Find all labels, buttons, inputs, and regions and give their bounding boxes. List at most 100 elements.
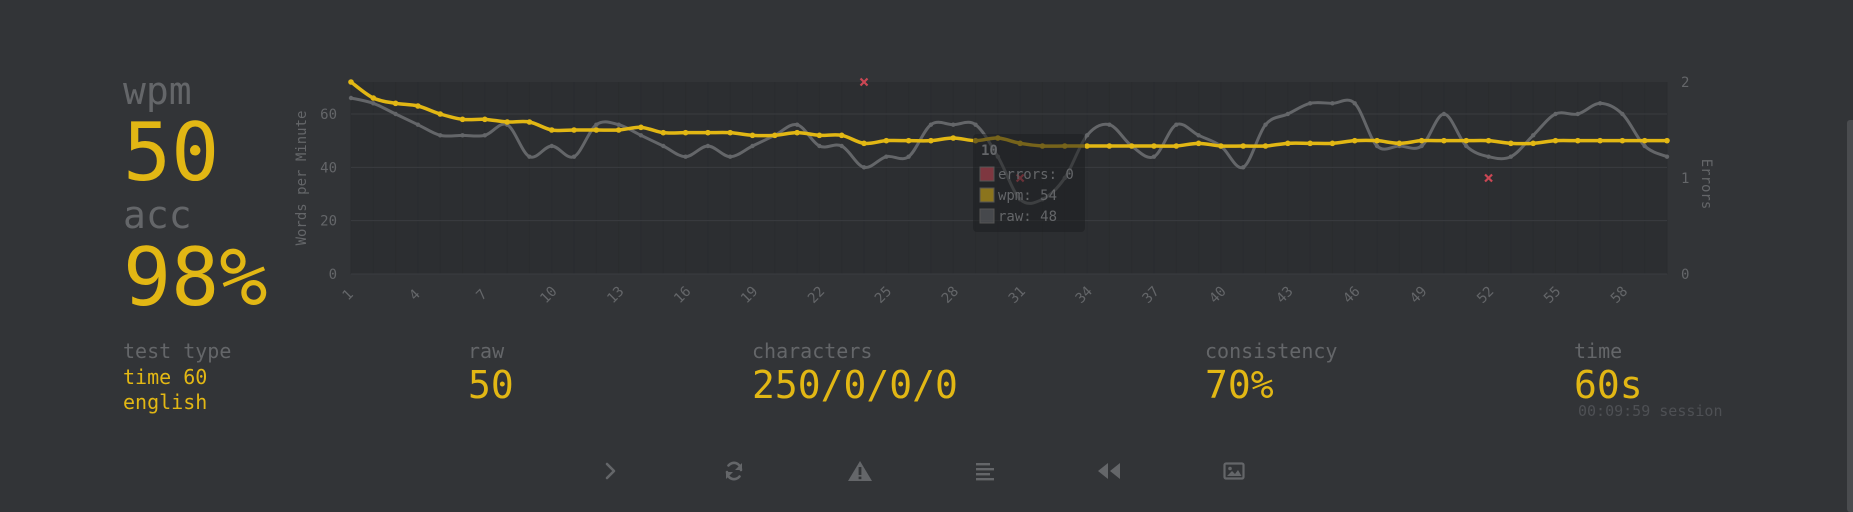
wpm-point [1218,143,1224,149]
wpm-point [794,129,800,136]
consistency-label: consistency [1205,339,1338,363]
raw-point [1196,133,1201,138]
raw-point [527,154,532,159]
x-tick-label: 34 [1073,284,1096,307]
raw-point [705,143,711,149]
raw-point [1107,122,1112,127]
raw-point [1263,122,1268,127]
raw-point [1307,101,1313,106]
time-value: 60s [1574,363,1643,407]
wpm-point [526,119,533,125]
raw-point [794,122,800,127]
x-tick-label: 19 [738,284,761,307]
test-type-language[interactable]: english [123,390,208,414]
wpm-point [1641,137,1648,144]
wpm-point [415,103,421,109]
tooltip-row: wpm: 54 [998,188,1057,204]
wpm-point [660,129,667,136]
x-tick-label: 16 [671,284,694,307]
raw-point [1553,111,1558,117]
raw-point [1330,101,1335,106]
error-marker [859,77,869,87]
wpm-point [727,129,733,136]
x-tick-label: 52 [1474,284,1497,307]
wpm-point [1396,140,1403,147]
raw-point [1530,133,1536,138]
raw-point [1084,133,1090,138]
restart-test-button[interactable] [712,451,756,491]
x-tick-label: 49 [1407,284,1430,307]
raw-point [973,122,978,127]
wpm-point [1307,140,1313,147]
show-words-history-button[interactable] [963,451,1007,491]
y2-tick-label: 0 [1681,267,1689,283]
y-tick-label: 20 [320,214,337,230]
tooltip-swatch [979,187,995,203]
raw-point [1508,154,1514,159]
x-tick-label: 25 [872,284,895,307]
wpm-point [1508,140,1514,147]
error-marker [1484,173,1493,183]
wpm-point [348,79,354,85]
wpm-point [771,132,778,139]
wpm-point [370,95,377,101]
wpm-point [950,135,957,141]
wpm-point [905,137,912,144]
raw-point [906,154,911,159]
raw-point [750,143,755,149]
wpm-point [615,127,622,133]
next-test-button[interactable] [588,451,632,491]
wpm-point [1574,137,1581,144]
tooltip-row: raw: 48 [998,209,1057,225]
wpm-point [749,132,756,139]
raw-point [661,143,666,149]
raw-point [727,154,733,159]
raw-point [1597,101,1603,106]
wpm-point [1552,137,1559,144]
y-tick-label: 60 [320,107,337,123]
raw-point [393,111,398,117]
y2-axis-label: Errors [1698,159,1714,210]
wpm-point [1106,143,1113,149]
wpm-point [838,132,845,139]
wpm-value: 50 [123,106,220,199]
refresh-icon [725,461,743,481]
x-tick-label: 58 [1608,284,1631,307]
wpm-point [1329,140,1336,147]
tooltip-swatch [979,166,995,182]
wpm-point [482,116,488,123]
x-tick-label: 31 [1006,284,1029,307]
replay-button[interactable] [1087,451,1131,491]
wpm-point [861,140,867,147]
save-screenshot-button[interactable] [1212,451,1256,491]
raw-value: 50 [468,363,514,407]
raw-point [1575,111,1580,117]
y2-tick-label: 2 [1681,75,1689,91]
wpm-point [437,111,444,117]
chevron-right-icon [605,462,616,480]
wpm-point [1262,143,1269,149]
wpm-point [638,124,644,131]
wpm-point [1441,137,1447,144]
report-button[interactable] [838,451,882,491]
characters-value: 250/0/0/0 [752,363,958,407]
y-tick-label: 40 [320,160,337,176]
scrollbar[interactable] [1847,120,1853,512]
tooltip-swatch [979,208,995,224]
raw-point [371,101,376,106]
raw-point [1241,165,1246,170]
raw-point [571,154,577,159]
raw-point [951,122,956,127]
raw-point [1486,154,1491,159]
raw-point [438,133,443,138]
test-type-mode[interactable]: time 60 [123,365,208,389]
wpm-point [504,119,510,125]
x-tick-label: 40 [1206,284,1229,307]
raw-point [1642,143,1647,149]
wpm-point [392,100,399,107]
raw-point [1174,122,1179,127]
raw-point [1464,143,1469,149]
x-tick-label: 4 [406,287,423,304]
raw-point [594,122,599,127]
